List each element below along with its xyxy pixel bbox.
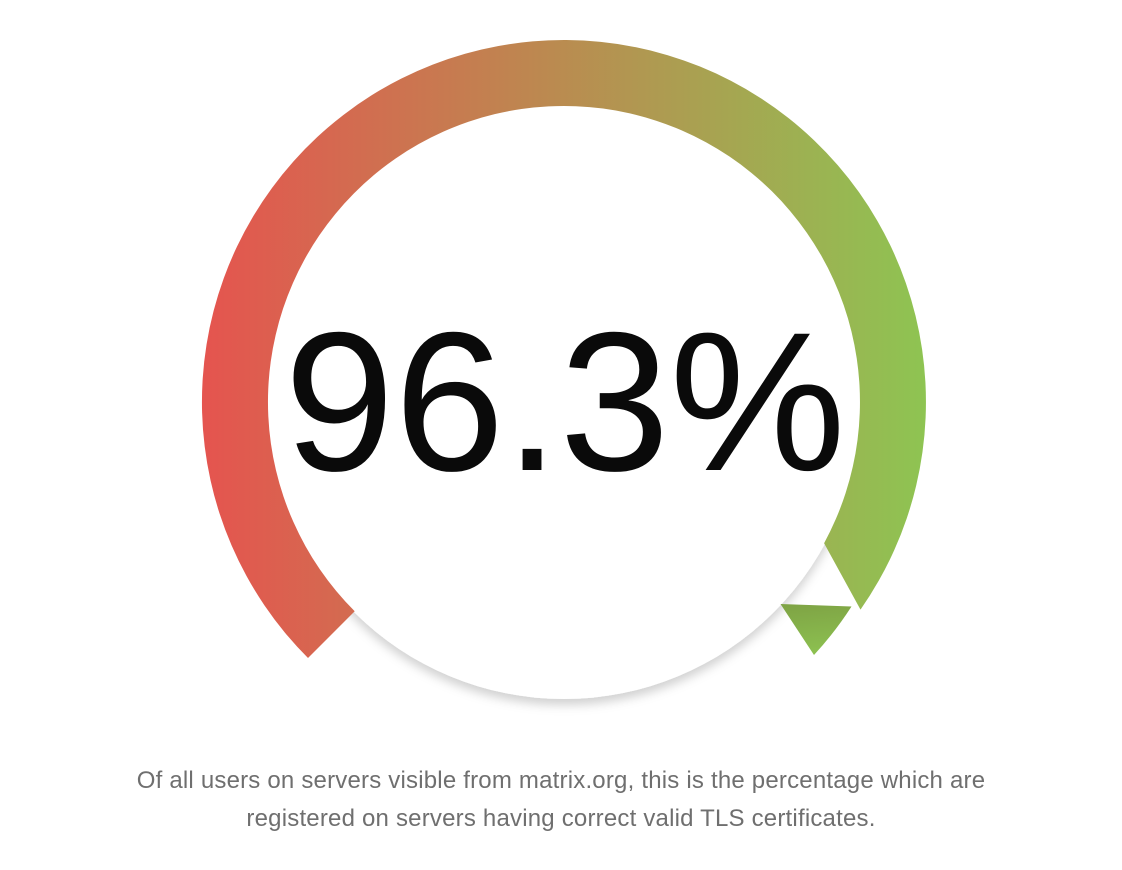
gauge-svg: 96.3%	[201, 39, 926, 699]
caption-line-1: Of all users on servers visible from mat…	[136, 767, 986, 794]
gauge-arc-tail	[780, 604, 852, 655]
gauge-chart: 96.3%	[201, 39, 926, 699]
caption: Of all users on servers visible from mat…	[0, 762, 1122, 838]
gauge-inner-circle	[267, 105, 861, 699]
gauge-arc	[201, 39, 926, 658]
gauge-value: 96.3%	[284, 291, 845, 512]
caption-line-2: registered on servers having correct val…	[246, 805, 876, 832]
